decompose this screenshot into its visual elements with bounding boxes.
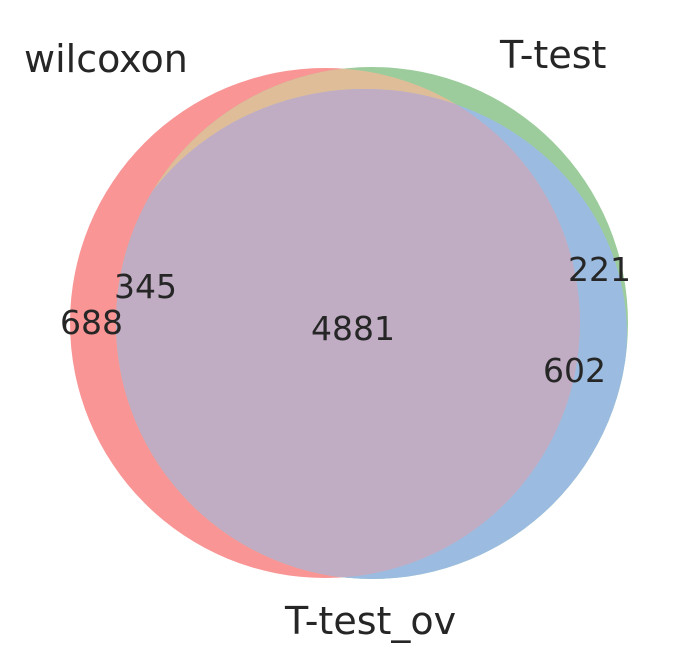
label-wilcoxon: wilcoxon [24,37,188,81]
label-ttest: T-test [499,33,606,77]
label-ttest-ov: T-test_ov [284,599,456,643]
count-wilcoxon-ttest: 345 [114,267,177,306]
count-all-three: 4881 [311,309,395,348]
triple-overlap [116,89,580,578]
count-ttest-only: 221 [568,250,631,289]
count-ttest-ttestov: 602 [543,351,606,390]
count-wilcoxon-only: 688 [60,303,123,342]
